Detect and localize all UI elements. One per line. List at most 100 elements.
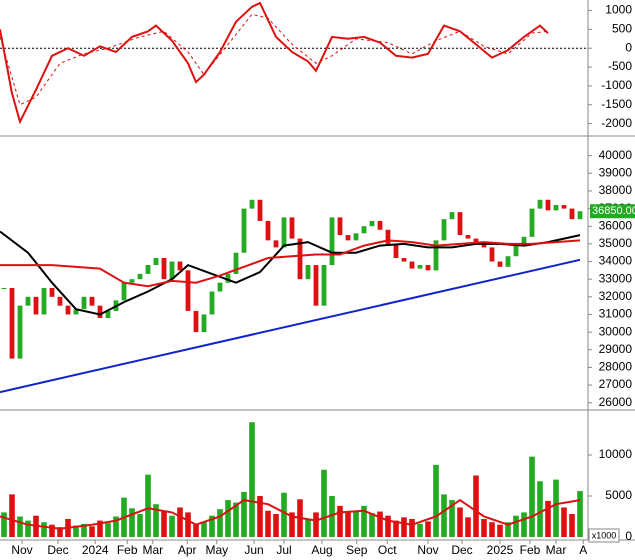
y-tick-label: 28000 [599, 360, 633, 374]
last-price-label: 36850.00 [592, 205, 635, 217]
indicator-line [0, 1, 549, 125]
candle [97, 305, 103, 318]
candle [521, 236, 527, 244]
volume-bar [401, 517, 407, 537]
candle [209, 291, 215, 315]
y-tick-label: 38000 [599, 183, 633, 197]
candle [145, 265, 151, 274]
volume-bar [577, 491, 583, 537]
volume-ma-line [0, 498, 581, 530]
volume-bar [417, 523, 423, 537]
volume-bar [281, 492, 287, 537]
x-tick-label: Jun [244, 543, 263, 557]
volume-bar [313, 512, 319, 537]
volume-bar [1, 512, 7, 537]
volume-bar [521, 512, 527, 537]
y-tick-label: 0 [625, 40, 632, 54]
y-tick-label: 10000 [599, 447, 633, 461]
volume-bar [505, 522, 511, 537]
volume-bar [201, 522, 207, 537]
candle [193, 310, 199, 333]
candle [225, 273, 231, 283]
volume-bar [289, 512, 295, 537]
candle [25, 296, 31, 306]
volume-bar [441, 494, 447, 537]
volume-bar [385, 515, 391, 537]
y-tick-label: 34000 [599, 254, 633, 268]
candle [129, 279, 135, 283]
candle [449, 212, 455, 220]
candle [105, 310, 111, 318]
overlay-line [0, 258, 581, 394]
candle [329, 217, 335, 266]
y-tick-label: 40000 [599, 148, 633, 162]
volume-bar [489, 522, 495, 537]
volume-bar [337, 505, 343, 537]
candle [353, 233, 359, 241]
candle [361, 226, 367, 234]
volume-bar [49, 524, 55, 537]
candle [233, 252, 239, 274]
candle [73, 309, 79, 315]
candle [545, 199, 551, 211]
candle [305, 265, 311, 280]
volume-bar [553, 479, 559, 537]
volume-bar [321, 469, 327, 537]
volume-bar [9, 494, 15, 537]
overlay-line [0, 230, 581, 316]
volume-bar [425, 521, 431, 537]
candle [385, 229, 391, 244]
volume-bar [305, 518, 311, 537]
volume-bar [73, 525, 79, 537]
volume-bar [81, 523, 87, 537]
candle [529, 208, 535, 237]
volume-bar [449, 500, 455, 537]
candle [433, 240, 439, 271]
x-tick-label: Mar [142, 543, 163, 557]
candle [441, 219, 447, 241]
candle [9, 288, 15, 359]
volume-bar [145, 474, 151, 537]
candle [153, 258, 159, 266]
y-tick-label: 31000 [599, 307, 633, 321]
unit-box [588, 528, 620, 543]
y-tick-label: 0 [625, 529, 632, 543]
volume-bar [473, 475, 479, 537]
candle [417, 265, 423, 269]
y-tick-label: 30000 [599, 324, 633, 338]
last-price-box [590, 204, 635, 219]
candle [577, 211, 583, 220]
y-tick-label: -1000 [601, 78, 632, 92]
candle [401, 258, 407, 262]
x-tick-label: Oct [378, 543, 397, 557]
volume-bar [89, 526, 95, 537]
candle [137, 273, 143, 280]
candle [289, 217, 295, 239]
volume-bar [129, 508, 135, 537]
candle [561, 205, 567, 209]
volume-bar [481, 518, 487, 537]
candle [81, 296, 87, 310]
volume-bar [185, 512, 191, 537]
candle [57, 296, 63, 306]
overlay-line [0, 239, 581, 288]
y-tick-label: 35000 [599, 236, 633, 250]
volume-bar [409, 518, 415, 537]
x-tick-label: Nov [417, 543, 438, 557]
volume-bar [561, 507, 567, 537]
x-tick-label: Mar [546, 543, 567, 557]
x-tick-label: Nov [11, 543, 32, 557]
candle [249, 199, 255, 209]
volume-bar [497, 524, 503, 537]
y-tick-label: 29000 [599, 342, 633, 356]
volume-bar [353, 510, 359, 537]
x-tick-label: Dec [47, 543, 68, 557]
volume-bar [369, 513, 375, 537]
volume-bar [137, 514, 143, 537]
y-tick-label: 32000 [599, 289, 633, 303]
candle [473, 238, 479, 244]
candle [65, 305, 71, 315]
y-tick-label: 33000 [599, 271, 633, 285]
volume-bar [233, 502, 239, 537]
